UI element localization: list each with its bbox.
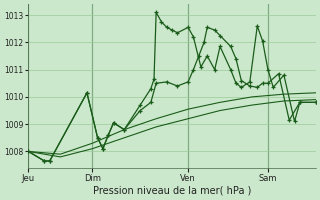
X-axis label: Pression niveau de la mer( hPa ): Pression niveau de la mer( hPa ) [93,186,251,196]
